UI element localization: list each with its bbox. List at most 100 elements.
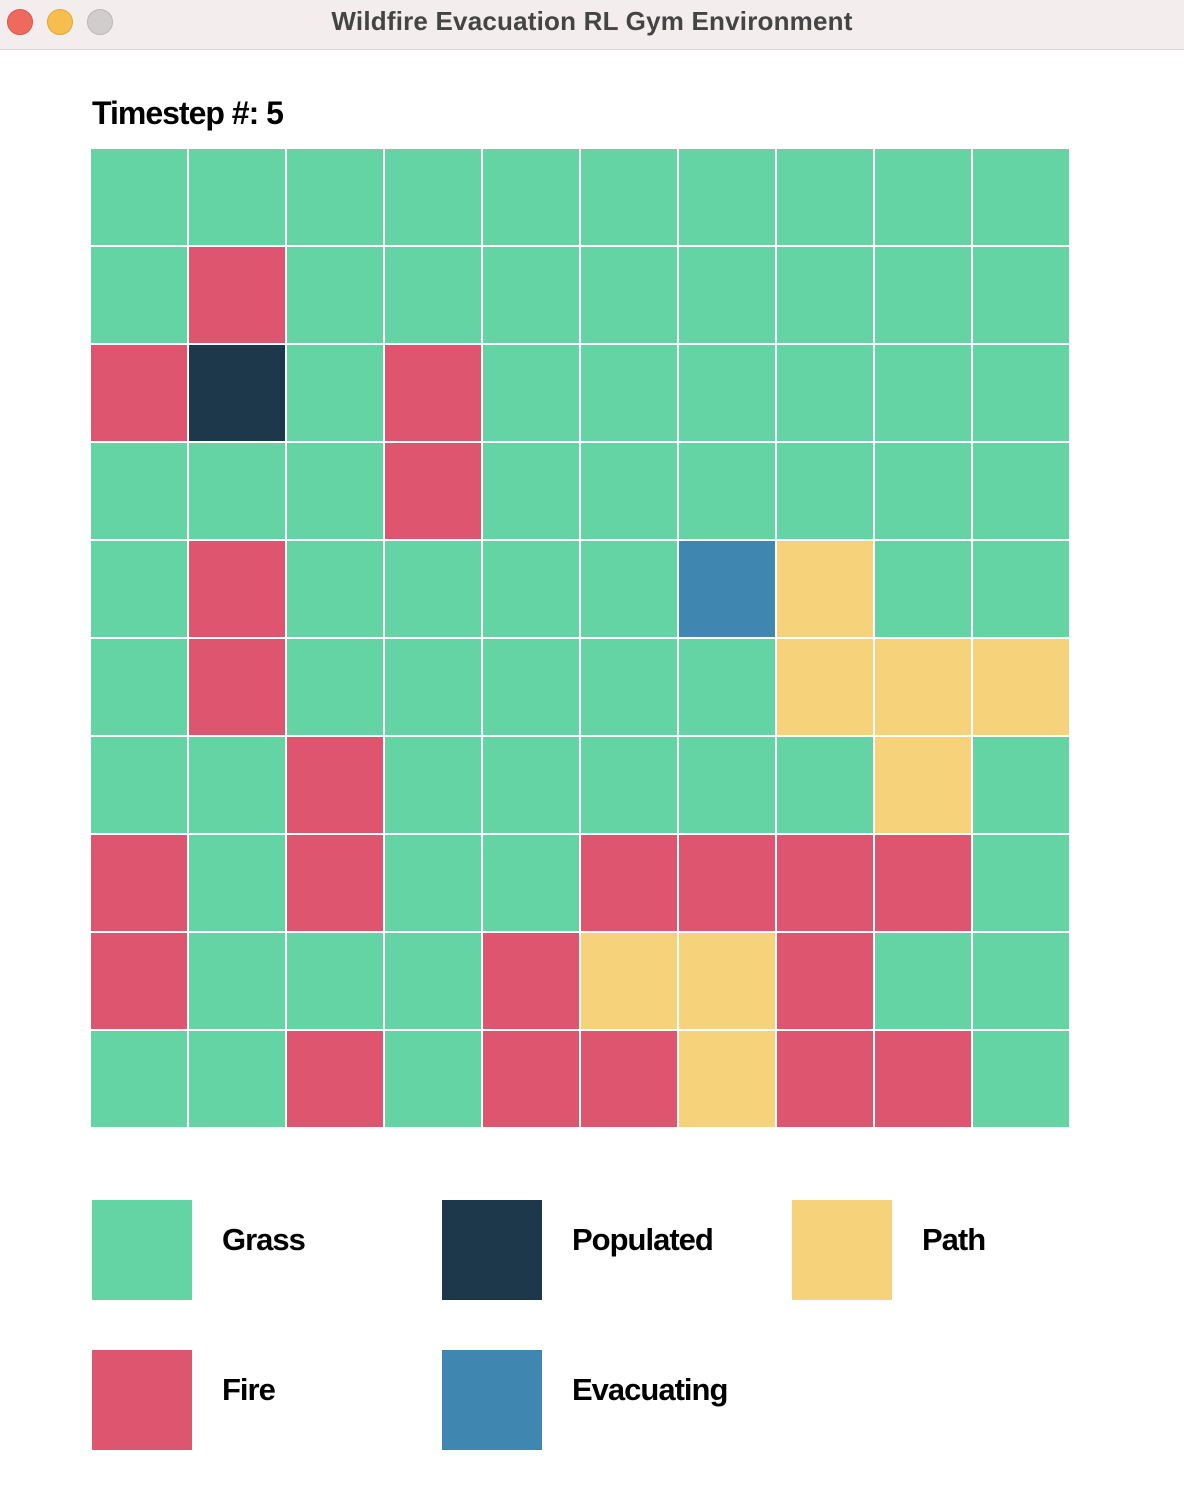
grid-cell-grass (874, 540, 972, 638)
grid-cell-grass (874, 442, 972, 540)
grid-cell-path (580, 932, 678, 1030)
grid-cell-grass (580, 442, 678, 540)
grid-cell-grass (972, 834, 1070, 932)
grid-cell-grass (90, 442, 188, 540)
legend-item-grass: Grass (92, 1200, 432, 1300)
grid-cell-path (776, 638, 874, 736)
grid-cell-grass (678, 246, 776, 344)
grid-cell-grass (580, 540, 678, 638)
grid-cell-grass (972, 540, 1070, 638)
grid-cell-fire (188, 540, 286, 638)
grid-cell-grass (482, 344, 580, 442)
legend-item-evacuating: Evacuating (442, 1350, 782, 1450)
window-title: Wildfire Evacuation RL Gym Environment (331, 6, 853, 36)
legend-label-grass: Grass (222, 1222, 306, 1257)
grid-cell-grass (580, 638, 678, 736)
legend-swatch-populated (442, 1200, 542, 1300)
legend-swatch-evacuating (442, 1350, 542, 1450)
close-window-button[interactable] (7, 9, 33, 35)
grid-cell-fire (286, 1030, 384, 1128)
grid-cell-grass (90, 1030, 188, 1128)
legend-label-path: Path (922, 1222, 986, 1257)
grid-cell-grass (384, 736, 482, 834)
grid-cell-grass (286, 246, 384, 344)
grid-cell-grass (90, 246, 188, 344)
grid-cell-grass (188, 736, 286, 834)
grid-cell-grass (188, 932, 286, 1030)
minimize-window-button[interactable] (47, 9, 73, 35)
grid-cell-grass (286, 148, 384, 246)
grid-cell-fire (874, 1030, 972, 1128)
grid-cell-fire (90, 344, 188, 442)
grid-cell-grass (482, 540, 580, 638)
grid-cell-grass (482, 246, 580, 344)
grid-cell-grass (482, 442, 580, 540)
grid-cell-fire (90, 932, 188, 1030)
environment-grid (90, 148, 1070, 1128)
grid-cell-fire (776, 834, 874, 932)
grid-cell-grass (678, 736, 776, 834)
grid-cell-fire (384, 442, 482, 540)
grid-cell-fire (286, 834, 384, 932)
grid-cell-grass (384, 932, 482, 1030)
grid-cell-path (776, 540, 874, 638)
grid-cell-grass (776, 246, 874, 344)
grid-cell-grass (90, 148, 188, 246)
grid-cell-grass (482, 148, 580, 246)
legend-swatch-path (792, 1200, 892, 1300)
grid-cell-path (874, 638, 972, 736)
grid-cell-grass (286, 442, 384, 540)
grid-cell-grass (384, 246, 482, 344)
grid-cell-grass (90, 638, 188, 736)
grid-cell-grass (384, 1030, 482, 1128)
grid-cell-grass (90, 540, 188, 638)
grid-cell-grass (678, 442, 776, 540)
grid-cell-grass (678, 344, 776, 442)
grid-cell-grass (580, 148, 678, 246)
grid-cell-fire (678, 834, 776, 932)
grid-cell-fire (90, 834, 188, 932)
grid-cell-grass (972, 736, 1070, 834)
grid-cell-path (972, 638, 1070, 736)
grid-cell-grass (482, 638, 580, 736)
grid-cell-grass (286, 540, 384, 638)
grid-cell-fire (384, 344, 482, 442)
grid-cell-grass (286, 932, 384, 1030)
legend-label-evacuating: Evacuating (572, 1372, 728, 1407)
grid-cell-fire (874, 834, 972, 932)
grid-cell-grass (972, 344, 1070, 442)
grid-cell-grass (188, 834, 286, 932)
grid-cell-grass (678, 148, 776, 246)
legend-label-fire: Fire (222, 1372, 276, 1407)
grid-cell-grass (188, 1030, 286, 1128)
grid-cell-grass (286, 344, 384, 442)
grid-cell-grass (580, 736, 678, 834)
grid-cell-grass (874, 344, 972, 442)
grid-cell-path (874, 736, 972, 834)
grid-cell-grass (972, 932, 1070, 1030)
grid-cell-path (678, 932, 776, 1030)
grid-cell-grass (384, 148, 482, 246)
grid-cell-grass (972, 442, 1070, 540)
title-bar[interactable]: Wildfire Evacuation RL Gym Environment (0, 0, 1184, 50)
grid-cell-fire (188, 246, 286, 344)
grid-cell-grass (874, 148, 972, 246)
grid-cell-grass (90, 736, 188, 834)
grid-cell-grass (776, 736, 874, 834)
grid-cell-grass (776, 442, 874, 540)
grid-cell-path (678, 1030, 776, 1128)
grid-cell-grass (188, 442, 286, 540)
grid-cell-populated (188, 344, 286, 442)
grid-cell-grass (972, 246, 1070, 344)
grid-cell-fire (286, 736, 384, 834)
grid-cell-fire (580, 1030, 678, 1128)
zoom-window-button[interactable] (87, 9, 113, 35)
grid-cell-grass (188, 148, 286, 246)
grid-cell-fire (776, 1030, 874, 1128)
legend-item-populated: Populated (442, 1200, 782, 1300)
grid-cell-evacuating (678, 540, 776, 638)
grid-cell-grass (678, 638, 776, 736)
legend-swatch-grass (92, 1200, 192, 1300)
legend-label-populated: Populated (572, 1222, 714, 1257)
